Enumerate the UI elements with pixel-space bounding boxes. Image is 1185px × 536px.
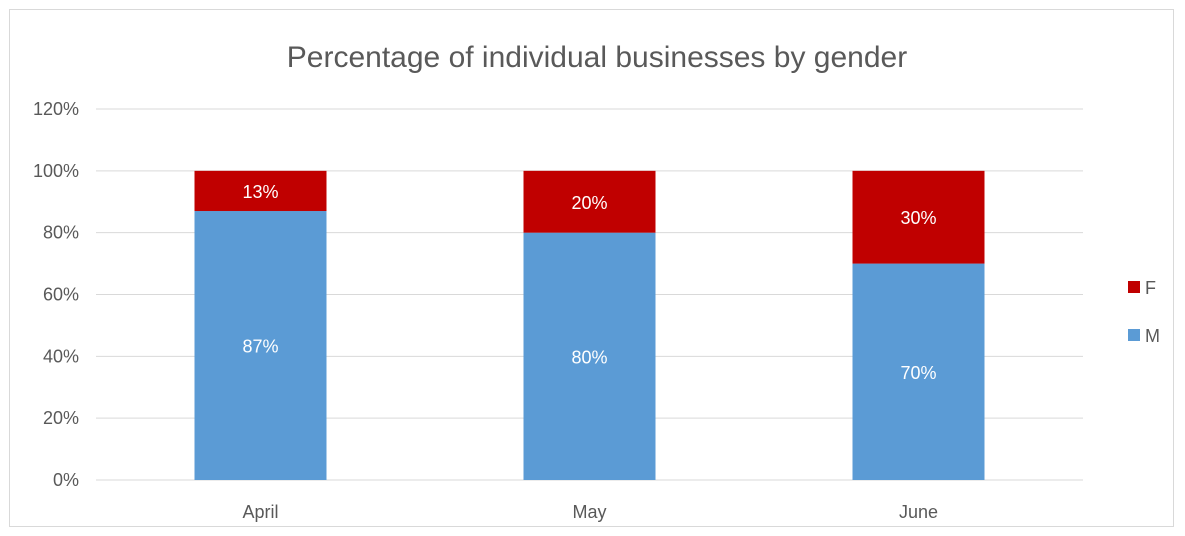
bar-M-April <box>194 211 327 480</box>
legend-label: F <box>1145 278 1156 298</box>
bar-F-June <box>852 170 985 264</box>
legend: FM <box>1128 278 1160 346</box>
chart-title: Percentage of individual businesses by g… <box>287 41 907 74</box>
y-tick-label: 0% <box>53 470 79 490</box>
category-label: May <box>572 502 606 522</box>
bar-M-May <box>523 232 656 480</box>
legend-label: M <box>1145 326 1160 346</box>
y-tick-label: 20% <box>43 408 79 428</box>
bar-F-May <box>523 170 656 233</box>
data-label: 70% <box>900 363 936 383</box>
legend-item-M: M <box>1128 326 1160 346</box>
data-label: 80% <box>571 347 607 367</box>
data-label: 87% <box>242 337 278 357</box>
data-labels: 87% 13% 80% 20% 70% 30% <box>242 182 936 383</box>
x-axis-category-labels: April May June <box>242 502 938 522</box>
bar-M-June <box>852 263 985 480</box>
bars <box>194 170 985 480</box>
y-tick-label: 60% <box>43 285 79 305</box>
bar-F-April <box>194 170 327 212</box>
data-label: 13% <box>242 182 278 202</box>
data-label: 20% <box>571 193 607 213</box>
legend-item-F: F <box>1128 278 1156 298</box>
y-tick-label: 40% <box>43 346 79 366</box>
y-tick-label: 80% <box>43 223 79 243</box>
y-axis-tick-labels: 0% 20% 40% 60% 80% 100% 120% <box>33 99 79 490</box>
y-tick-label: 120% <box>33 99 79 119</box>
legend-swatch <box>1128 281 1140 293</box>
category-label: April <box>242 502 278 522</box>
legend-swatch <box>1128 329 1140 341</box>
category-label: June <box>899 502 938 522</box>
data-label: 30% <box>900 208 936 228</box>
y-tick-label: 100% <box>33 161 79 181</box>
